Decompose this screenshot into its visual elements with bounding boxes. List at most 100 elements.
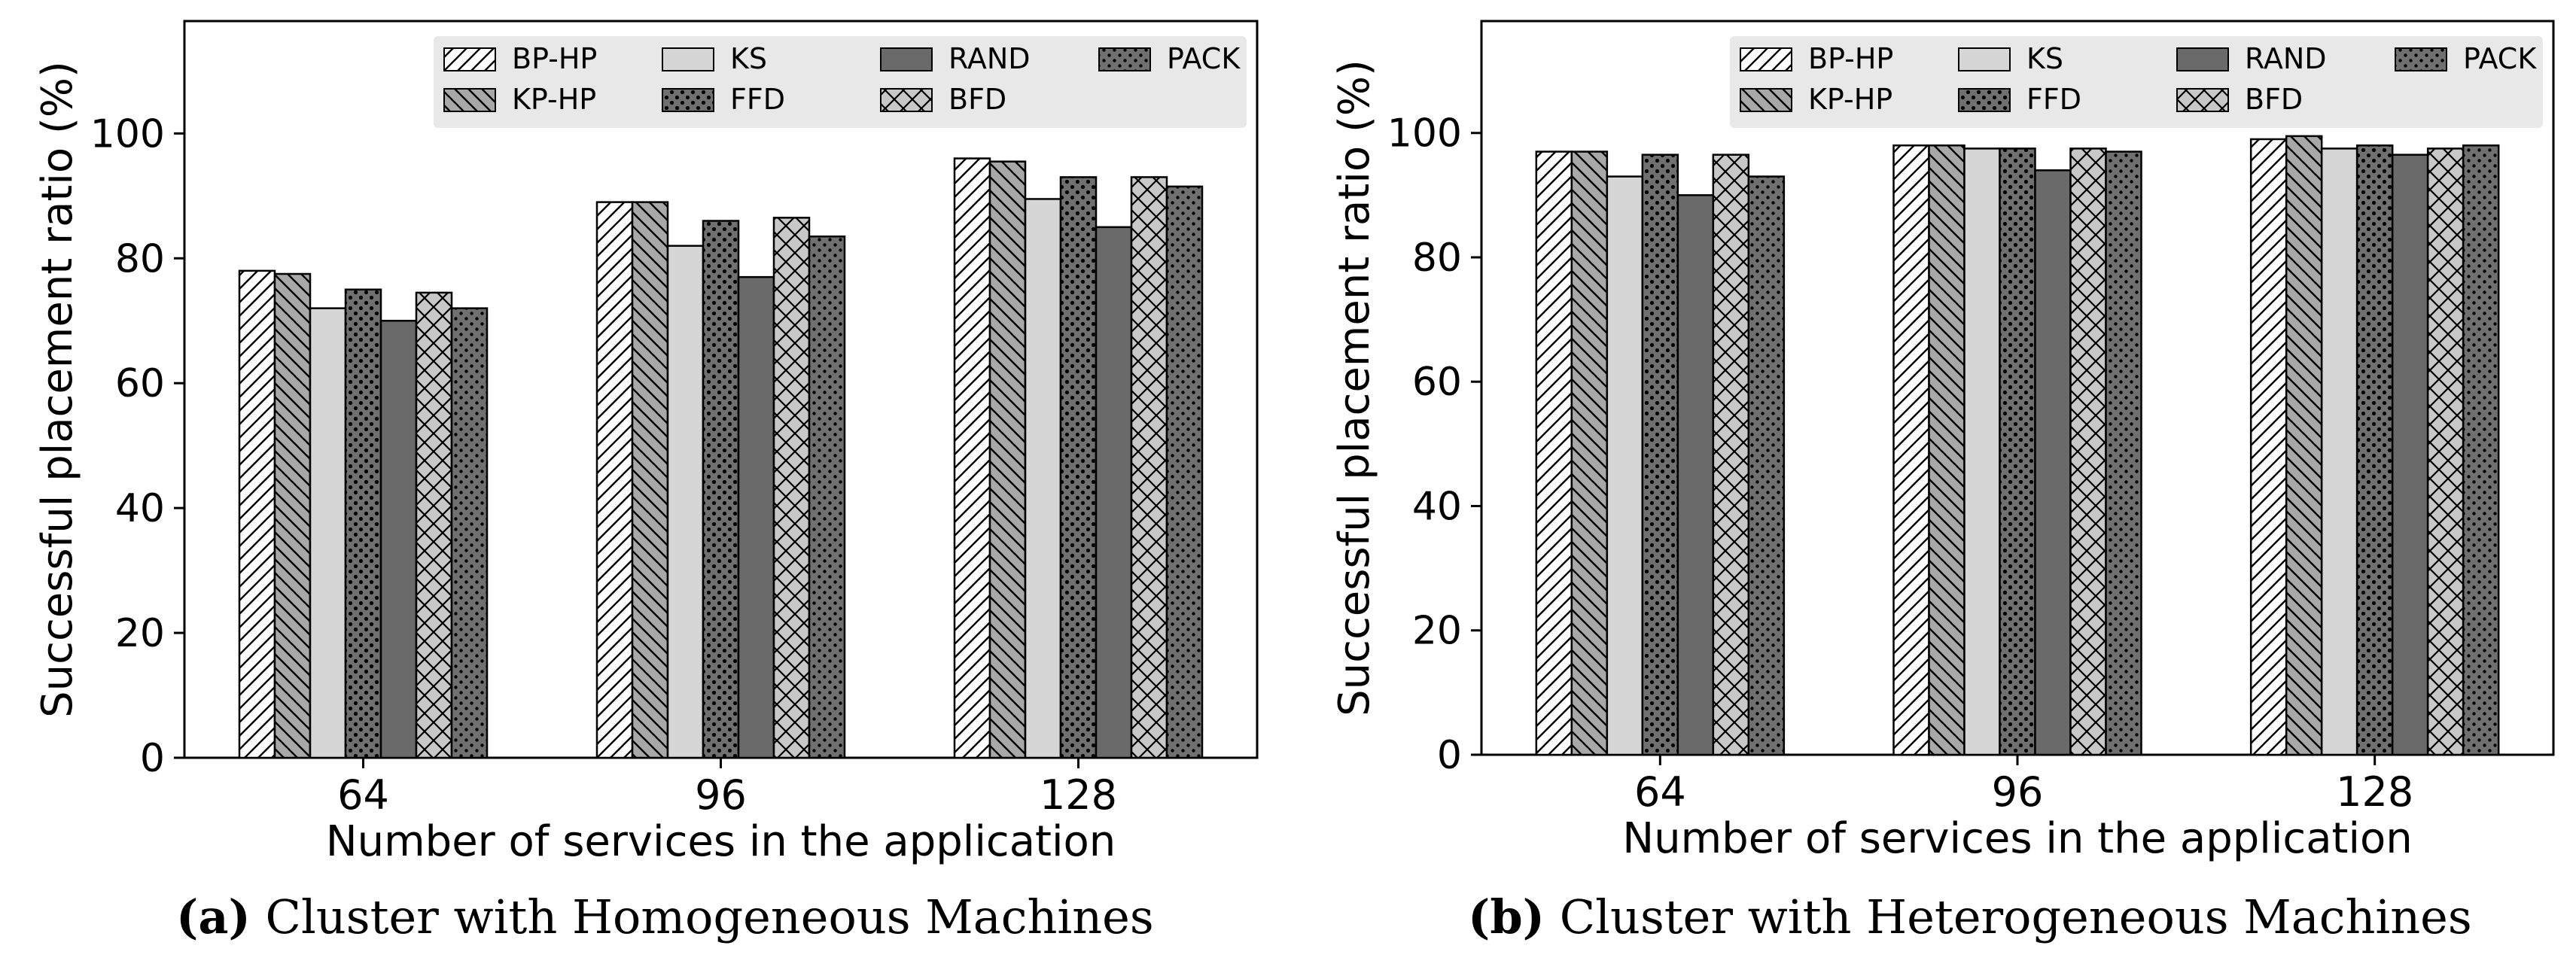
bar-hatch bbox=[2357, 145, 2393, 755]
bar-rand-96 bbox=[2034, 169, 2072, 756]
bar-fill bbox=[1025, 199, 1061, 759]
x-axis-label: Number of services in the application bbox=[1622, 814, 2413, 863]
legend-label: BP-HP bbox=[512, 42, 597, 75]
bar-kp-hp-128 bbox=[2285, 135, 2323, 756]
bar-ffd-64 bbox=[1641, 154, 1679, 756]
bar-ks-128 bbox=[2320, 147, 2358, 756]
legend-item-pack: PACK bbox=[1098, 42, 1241, 75]
legend-swatch-outline bbox=[1958, 88, 2011, 112]
legend-item-bfd: BFD bbox=[2176, 83, 2303, 116]
y-tick-label: 40 bbox=[1412, 484, 1462, 529]
bar-bfd-96 bbox=[772, 217, 811, 759]
legend-swatch bbox=[1959, 48, 2010, 71]
bar-fill bbox=[1606, 176, 1643, 755]
bar-bp-hp-128 bbox=[953, 157, 991, 759]
bar-hatch bbox=[1061, 177, 1096, 758]
x-tick-label: 96 bbox=[1992, 768, 2044, 816]
legend-label: PACK bbox=[1167, 42, 1241, 75]
bar-hatch bbox=[2106, 151, 2142, 755]
x-tick-label: 128 bbox=[1040, 771, 1117, 819]
legend-item-ks: KS bbox=[1958, 42, 2063, 75]
bar-ks-96 bbox=[1963, 147, 2001, 756]
legend-swatch-outline bbox=[443, 88, 496, 112]
legend-swatch-hatch bbox=[662, 89, 714, 111]
legend: BP-HP KP-HP KS FFD RAND BFD PACK bbox=[1730, 36, 2543, 128]
y-axis-label: Successful placement ratio (%) bbox=[33, 61, 82, 718]
bar-ffd-128 bbox=[1059, 176, 1098, 759]
legend-swatch-outline bbox=[1958, 47, 2011, 71]
y-tick-label: 80 bbox=[115, 236, 165, 281]
bar-bfd-64 bbox=[1712, 154, 1750, 756]
y-tick-label: 0 bbox=[1437, 733, 1462, 778]
bar-hatch bbox=[990, 161, 1025, 759]
bar-hatch bbox=[1999, 148, 2036, 755]
legend-item-rand: RAND bbox=[2176, 42, 2327, 75]
legend-item-bfd: BFD bbox=[880, 83, 1006, 116]
bar-fill bbox=[2035, 170, 2071, 756]
bar-kp-hp-64 bbox=[1570, 150, 1609, 756]
y-axis-label: Successful placement ratio (%) bbox=[1330, 59, 1379, 716]
legend-swatch-hatch bbox=[1959, 89, 2010, 111]
bar-hatch bbox=[1929, 145, 1965, 755]
bar-ffd-96 bbox=[702, 220, 740, 759]
bar-bp-hp-96 bbox=[1892, 144, 1930, 756]
legend-swatch-hatch bbox=[1740, 48, 1792, 71]
bar-ffd-64 bbox=[344, 288, 382, 759]
bar-outline bbox=[2462, 144, 2500, 756]
legend-swatch-hatch bbox=[1740, 89, 1792, 111]
caption-letter: (a) bbox=[176, 889, 251, 944]
bar-fill bbox=[1677, 195, 1713, 755]
bar-fill bbox=[310, 308, 346, 759]
x-tick-label: 64 bbox=[1634, 768, 1686, 816]
y-tick-label: 60 bbox=[1412, 360, 1462, 405]
bar-bfd-96 bbox=[2069, 147, 2107, 756]
legend-label: BP-HP bbox=[1808, 42, 1893, 75]
y-tick-label: 0 bbox=[140, 736, 165, 781]
bar-hatch bbox=[275, 274, 310, 759]
bar-ks-64 bbox=[1606, 175, 1644, 756]
bar-bp-hp-64 bbox=[1535, 150, 1573, 756]
bar-pack-96 bbox=[2105, 150, 2142, 756]
bar-outline bbox=[808, 235, 846, 759]
bar-hatch bbox=[809, 236, 845, 759]
legend-swatch-outline bbox=[1098, 47, 1151, 71]
legend-item-kp-hp: KP-HP bbox=[443, 83, 596, 116]
y-tick-label: 60 bbox=[115, 361, 165, 406]
bar-hatch bbox=[1642, 154, 1678, 755]
legend-swatch-outline bbox=[662, 88, 714, 112]
bar-hatch bbox=[346, 289, 381, 758]
x-tick-label: 128 bbox=[2336, 768, 2413, 816]
bar-hatch bbox=[1536, 151, 1572, 755]
y-tick-label: 20 bbox=[1412, 609, 1462, 654]
bar-pack-128 bbox=[2462, 144, 2500, 756]
legend-item-ks: KS bbox=[662, 42, 767, 75]
legend-label: KS bbox=[730, 42, 767, 75]
bar-outline bbox=[1747, 175, 1786, 756]
x-tick-label: 64 bbox=[337, 771, 389, 819]
legend-swatch-outline bbox=[880, 88, 933, 112]
bar-hatch bbox=[955, 158, 990, 759]
legend-background bbox=[1730, 36, 2543, 128]
bar-hatch bbox=[703, 220, 738, 758]
legend-label: BFD bbox=[948, 83, 1006, 116]
figure-caption: (b) Cluster with Heterogeneous Machines bbox=[1468, 889, 2472, 944]
bar-hatch bbox=[2286, 135, 2322, 755]
bar-hatch bbox=[1713, 154, 1749, 755]
bar-pack-64 bbox=[1747, 175, 1786, 756]
legend-label: FFD bbox=[2026, 83, 2081, 116]
bar-rand-96 bbox=[737, 275, 775, 759]
legend-swatch-hatch bbox=[881, 89, 932, 111]
legend-swatch-outline bbox=[2176, 88, 2229, 112]
bar-hatch bbox=[1131, 177, 1167, 758]
legend-swatch-outline bbox=[2395, 47, 2447, 71]
caption-text: Cluster with Homogeneous Machines bbox=[251, 889, 1154, 944]
bar-fill bbox=[1096, 227, 1131, 758]
legend-swatch-hatch bbox=[2395, 48, 2447, 71]
legend-item-pack: PACK bbox=[2395, 42, 2537, 75]
legend-item-kp-hp: KP-HP bbox=[1740, 83, 1892, 116]
bar-outline bbox=[1165, 185, 1204, 759]
bar-hatch bbox=[452, 308, 487, 759]
